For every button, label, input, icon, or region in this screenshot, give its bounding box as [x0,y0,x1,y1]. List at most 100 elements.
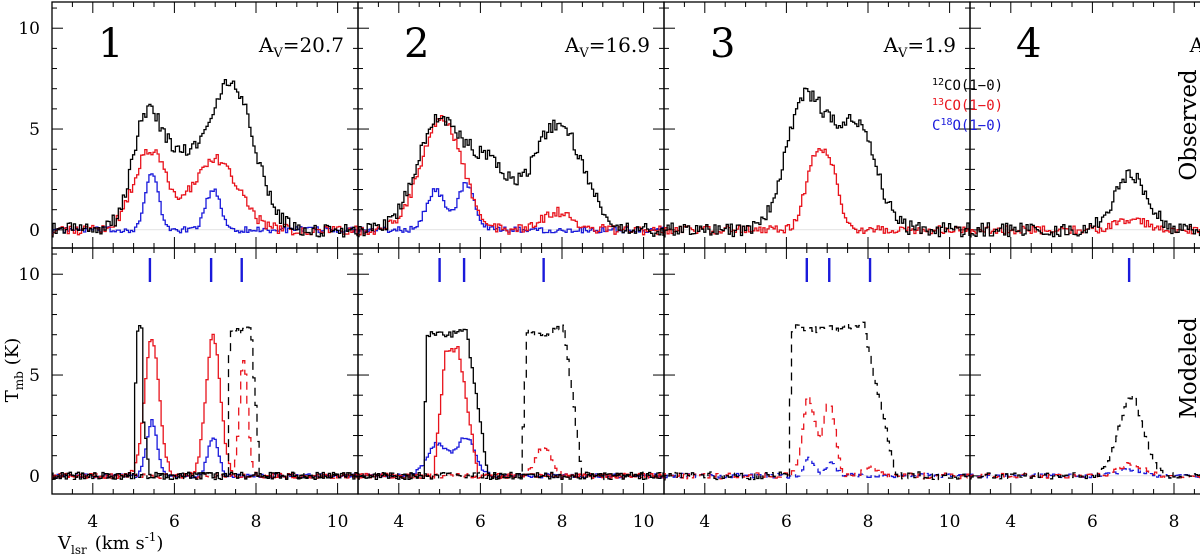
panel-frame [969,1,1200,249]
spectra-lines [664,321,970,481]
av-label-1: AV=20.7 [258,33,344,61]
x-axis-title-unit: (km s [95,533,145,554]
y-axis-title: Tmb (K) [2,338,26,403]
spectrum-co12-modeled-dashed [358,324,664,481]
av-prefix: A [564,33,580,57]
x-axis-title-exp: -1 [145,530,157,544]
av-value: =1.9 [907,33,956,57]
panel-1-observed: 0 5 10 1 AV=20.7 [18,1,359,249]
panel-2-modeled: 4 6 8 10 [357,247,665,532]
spectrum-co13-observed [664,147,970,235]
spectra-lines [664,87,970,238]
spectrum-co13-modeled-solid [52,333,358,479]
spectrum-co13-modeled-dashed [970,462,1200,479]
legend-12co-sup: 12 [932,77,944,88]
spectra-lines [970,395,1200,480]
av-value: =16.9 [589,33,650,57]
legend-c18o-sup: 18 [940,117,952,128]
row-label-observed: Observed [1176,69,1200,181]
spectrum-co13-modeled-dashed [52,360,358,479]
panel-frame [51,247,359,495]
x-axis-title: Vlsr (km s-1) [57,530,163,557]
panel-number-2: 2 [404,21,429,67]
spectrum-c18o-modeled-solid [52,418,358,479]
legend-12co-text: CO(1−0) [944,78,1003,94]
legend-entry-12co: 12CO(1−0) [932,77,1003,94]
spectrum-c18o-observed [358,181,664,234]
y-axis-title-unit: (K) [2,338,23,366]
panel-2-observed: 2 AV=16.9 [357,1,665,249]
panel-frame [969,247,1200,495]
spectrum-co12-modeled-solid [52,324,358,481]
av-prefix: A [883,33,899,57]
spectra-lines [358,324,664,481]
panel-frame [663,247,971,495]
x-axis-title-main: V [57,533,72,554]
spectra-lines [970,169,1200,238]
x-tick-label-8: 8 [251,512,262,532]
x-tick-label-10: 10 [633,512,655,532]
legend-c18o-text: O(1−0) [952,118,1003,134]
spectra-lines [52,78,358,238]
x-tick-label-6: 6 [781,512,792,532]
spectrum-co13-observed [358,114,664,236]
x-tick-label-6: 6 [1087,512,1098,532]
x-axis-title-sub: lsr [71,543,87,557]
av-sub: V [578,46,589,61]
legend: 12CO(1−0) 13CO(1−0) C18O(1−0) [932,77,1003,134]
spectrum-c18o-modeled-dashed [664,456,970,479]
y-tick-label-0: 0 [29,221,40,241]
labels-layer: Observed Modeled Tmb(K) Vlsr (km s-1) 12C… [2,69,1200,557]
panel-4-observed: 4 AV=1.0 [969,1,1200,249]
x-tick-label-8: 8 [1169,512,1180,532]
y-tick-label-10: 10 [18,265,40,285]
x-tick-label-6: 6 [475,512,486,532]
panel-3-modeled: 4 6 8 10 [663,247,971,532]
row-label-modeled: Modeled [1176,317,1200,419]
panel-3-observed: 3 AV=1.9 [663,1,971,249]
spectrum-co13-modeled-solid [358,345,664,479]
y-tick-label-5: 5 [29,120,40,140]
x-tick-label-10: 10 [939,512,961,532]
spectrum-co12-observed [970,169,1200,238]
legend-13co-sup: 13 [932,97,944,108]
x-axis-title-close: ) [156,533,163,554]
panel-number-4: 4 [1016,21,1041,67]
legend-entry-c18o: C18O(1−0) [932,117,1003,134]
av-value: =20.7 [283,33,344,57]
y-axis-title-sub: mb [12,371,26,390]
x-tick-label-4: 4 [1005,512,1016,532]
legend-13co-text: CO(1−0) [944,98,1003,114]
av-sub: V [272,46,283,61]
av-label-3: AV=1.9 [883,33,956,61]
spectrum-co13-modeled-dashed [358,446,664,479]
spectra-lines [52,324,358,481]
x-tick-label-4: 4 [87,512,98,532]
spectrum-co12-modeled-dashed [52,326,358,481]
x-tick-label-4: 4 [393,512,404,532]
spectrum-co12-modeled-dashed [970,395,1200,480]
spectrum-co13-observed [970,217,1200,235]
spectrum-co12-modeled-solid [358,328,664,481]
spectrum-co12-modeled-dashed [664,321,970,481]
av-label-2: AV=16.9 [564,33,650,61]
y-tick-label-0: 0 [29,467,40,487]
x-tick-label-4: 4 [699,512,710,532]
legend-c18o-pre: C [932,118,940,134]
x-tick-label-10: 10 [327,512,349,532]
x-tick-label-8: 8 [863,512,874,532]
spectrum-co13-modeled-dashed [664,395,970,480]
spectrum-co12-observed [664,87,970,238]
av-prefix: A [258,33,274,57]
x-tick-label-8: 8 [557,512,568,532]
y-tick-label-5: 5 [29,366,40,386]
panel-1-modeled: 0 5 10 4 6 8 10 [18,247,359,532]
panel-number-1: 1 [98,21,123,67]
spectra-lines [358,113,664,238]
av-sub: V [897,46,908,61]
spectrum-c18o-observed [52,173,358,234]
y-axis-title-main: T [2,390,23,402]
spectrum-co12-observed [358,113,664,238]
av-label-4: AV=1.0 [1189,33,1200,61]
